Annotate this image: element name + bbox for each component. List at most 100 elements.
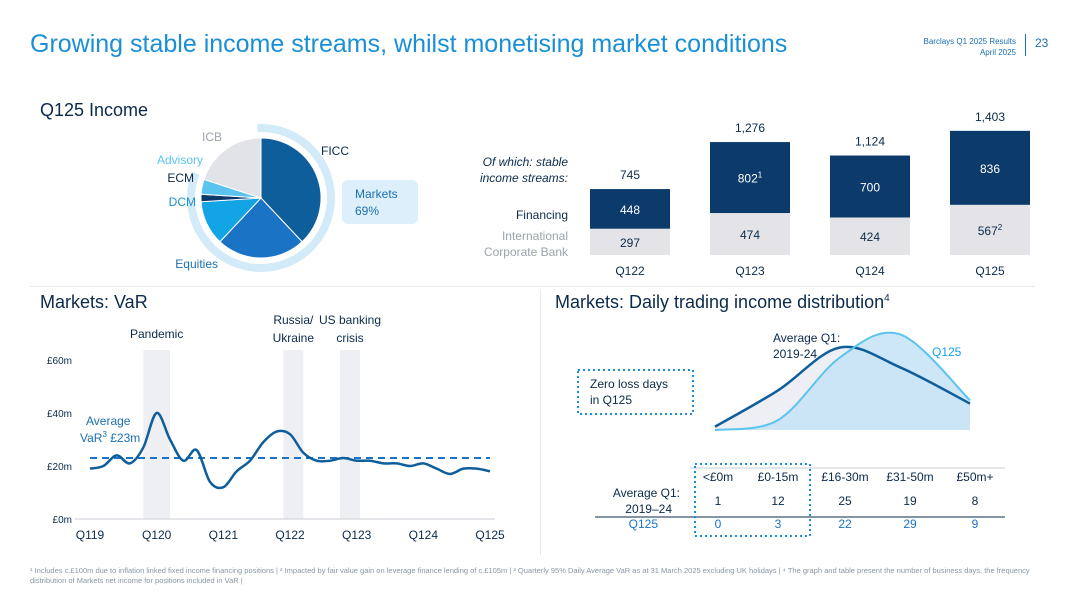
dist-q125-area: [715, 332, 970, 430]
stable-income-bar-chart: 448 297 745 Q122 8021 474 1,276 Q123 700 424 1,124…: [590, 110, 1030, 278]
bar-financing-label: 836: [980, 162, 1000, 176]
bar-financing-q123: [710, 142, 790, 214]
var-average-value-label: VaR3 £23m: [80, 430, 140, 445]
dist-avg-value: 1: [715, 494, 722, 508]
vertical-divider: [540, 290, 541, 555]
var-x-tick-label: Q119: [76, 528, 105, 542]
dist-average-curve: [714, 345, 971, 428]
bar-financing-q122: [590, 189, 670, 229]
var-x-tick-label: Q122: [275, 528, 305, 542]
header-divider: [1025, 34, 1026, 56]
bar-icb-label: 424: [860, 230, 880, 244]
dist-title-sup: 4: [884, 293, 890, 304]
var-section-title: Markets: VaR: [40, 292, 148, 312]
income-pie-chart: [187, 124, 335, 272]
dist-q125-value: 29: [903, 517, 917, 531]
bar-category-label: Q125: [975, 264, 1005, 278]
bar-icb-q122: [590, 228, 670, 255]
var-event-label: Pandemic: [130, 327, 183, 341]
bar-category-label: Q124: [855, 264, 885, 278]
distribution-plot: Average Q1: 2019-24 Q125 <£0m 1 0 £0-15m 12 3 £16…: [595, 331, 1005, 537]
pie-label-advisory: Advisory: [157, 153, 203, 167]
dist-category-label: <£0m: [703, 470, 733, 484]
pie-label-equities: Equities: [175, 257, 218, 271]
dist-avg-curve-label: Average Q1:: [773, 331, 840, 345]
pie-label-icb: ICB: [202, 130, 222, 144]
financing-label: Financing: [516, 208, 568, 222]
var-y-tick-label: £20m: [47, 462, 72, 473]
dist-q125-value: 0: [715, 517, 722, 531]
stable-label-1: Of which: stable: [483, 155, 569, 169]
bar-total-label: 1,276: [735, 121, 765, 135]
pie-label-ficc: FICC: [321, 144, 349, 158]
pie-labels: FICC Equities DCM ECM Advisory ICB: [157, 130, 349, 271]
markets-box-label: Markets: [355, 187, 398, 201]
var-event-label: crisis: [336, 331, 363, 345]
dist-title-text: Markets: Daily trading income distributi…: [555, 292, 885, 312]
var-y-tick-label: £40m: [47, 409, 72, 420]
var-plot: Pandemic Russia/Ukraine US banking crisis £0…: [47, 313, 505, 542]
var-x-tick-label: Q125: [475, 528, 505, 542]
var-y-tick-label: £60m: [47, 356, 72, 367]
dist-avg-value: 12: [771, 494, 785, 508]
stable-label-2: income streams:: [480, 171, 568, 185]
report-name: Barclays Q1 2025 Results: [923, 37, 1017, 46]
dist-q125-curve: [714, 331, 971, 431]
var-y-tick-label: £0m: [53, 515, 72, 526]
dist-row-label-q125: Q125: [629, 517, 659, 531]
bar-icb-q125: [950, 204, 1030, 255]
dist-category-label: £31-50m: [886, 470, 933, 484]
income-chart: FICC Equities DCM ECM Advisory ICB Markets 69…: [157, 110, 1030, 278]
distribution-chart: Average Q1: 2019-24 Q125 <£0m 1 0 £0-15m 12 3 £16…: [577, 331, 1005, 537]
dist-q125-value: 9: [972, 517, 979, 531]
bar-financing-label: 8021: [738, 171, 763, 186]
bar-financing-label: 448: [620, 203, 640, 217]
pie-slice-ficc: [260, 137, 322, 243]
dist-row-label-avg: 2019–24: [625, 502, 672, 516]
dist-category-label: £16-30m: [821, 470, 868, 484]
dist-avg-value: 25: [838, 494, 852, 508]
var-x-tick-label: Q120: [142, 528, 172, 542]
markets-box: [342, 180, 418, 224]
dist-q125-value: 3: [775, 517, 782, 531]
dist-avg-value: 8: [972, 494, 979, 508]
zero-loss-label-2: in Q125: [590, 393, 632, 407]
dist-avg-curve-label: 2019-24: [773, 347, 817, 361]
dist-q125-value: 22: [838, 517, 852, 531]
pie-label-dcm: DCM: [169, 195, 196, 209]
income-section-title: Q125 Income: [40, 100, 149, 120]
horizontal-divider: [30, 286, 1035, 287]
pie-label-ecm: ECM: [167, 171, 194, 185]
zero-loss-box: [577, 369, 694, 415]
bar-category-label: Q123: [735, 264, 765, 278]
bar-financing-label: 700: [860, 181, 880, 195]
markets-box-value: 69%: [355, 204, 379, 218]
page-title: Growing stable income streams, whilst mo…: [30, 30, 788, 58]
var-event-label: Ukraine: [273, 331, 315, 345]
icb-label-1: International: [502, 229, 568, 243]
var-line: [89, 411, 491, 490]
report-info: Barclays Q1 2025 Results April 2025: [924, 36, 1017, 58]
bar-icb-label: 474: [740, 228, 760, 242]
dist-q125-curve-label: Q125: [932, 345, 962, 359]
bar-financing-q125: [950, 130, 1030, 205]
bar-icb-label: 5672: [978, 223, 1003, 238]
dist-category-label: £0-15m: [758, 470, 799, 484]
dist-row-label-avg: Average Q1:: [613, 486, 680, 500]
var-x-tick-label: Q121: [209, 528, 239, 542]
bar-total-label: 1,124: [855, 135, 885, 149]
dist-avg-value: 19: [903, 494, 917, 508]
dist-section-title: Markets: Daily trading income distributi…: [555, 292, 890, 313]
var-event-label: US banking: [319, 313, 381, 327]
page-number: 23: [1035, 36, 1049, 50]
dist-category-label: £50m+: [956, 470, 993, 484]
report-date: April 2025: [979, 48, 1016, 57]
pie-slice-equities: [219, 197, 303, 259]
bar-total-label: 745: [620, 168, 640, 182]
bar-total-label: 1,403: [975, 110, 1005, 124]
bar-icb-q123: [710, 213, 790, 255]
bar-category-label: Q122: [615, 264, 645, 278]
icb-label-2: Corporate Bank: [484, 245, 569, 259]
var-x-tick-label: Q124: [409, 528, 439, 542]
bar-financing-q124: [830, 155, 910, 218]
